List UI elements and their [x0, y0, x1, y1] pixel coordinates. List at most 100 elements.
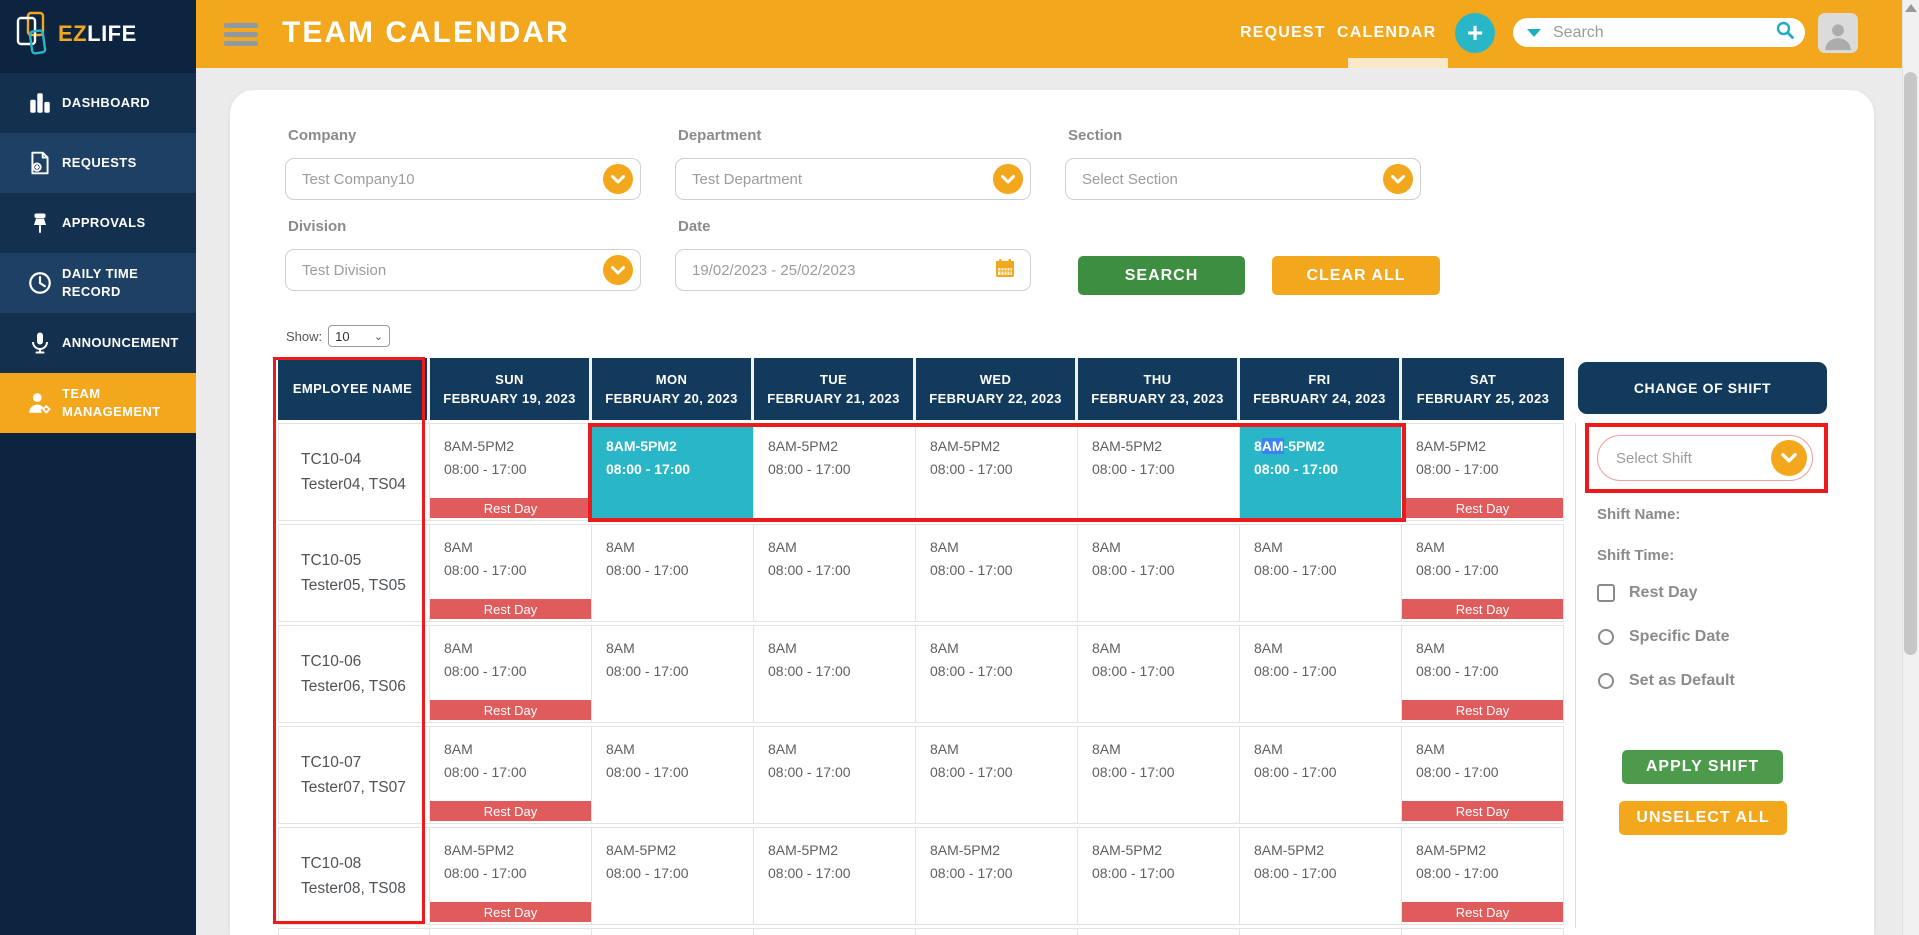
app-logo[interactable]: EZLIFE	[0, 0, 196, 68]
shift-time: 08:00 - 17:00	[444, 865, 527, 881]
sidebar-item-approvals[interactable]: APPROVALS	[0, 193, 196, 253]
shift-cell-thu[interactable]: 8AM 08:00 - 17:00	[1078, 726, 1240, 824]
nav-request[interactable]: REQUEST	[1240, 24, 1326, 41]
section-label: Section	[1068, 127, 1123, 144]
shift-cell-sun[interactable]: 8AM 08:00 - 17:00 Rest Day	[430, 726, 592, 824]
shift-cell-fri[interactable]: 8AM 08:00 - 17:00	[1240, 524, 1402, 622]
section-select[interactable]: Select Section	[1065, 158, 1421, 200]
shift-name: 8AM	[768, 539, 797, 555]
calendar-tab-indicator	[1348, 58, 1448, 68]
shift-name: 8AM	[606, 741, 635, 757]
hamburger-menu-icon[interactable]	[224, 23, 258, 47]
company-label: Company	[288, 127, 357, 144]
clear-all-button[interactable]: CLEAR ALL	[1272, 256, 1440, 295]
nav-calendar[interactable]: CALENDAR	[1337, 24, 1437, 41]
shift-name: 8AM	[444, 539, 473, 555]
apply-shift-button[interactable]: APPLY SHIFT	[1622, 750, 1783, 784]
sidebar-item-team-management[interactable]: TEAM MANAGEMENT	[0, 373, 196, 433]
shift-cell-sat[interactable]: 8AM 08:00 - 17:00 Rest Day	[1402, 726, 1564, 824]
search-icon[interactable]	[1775, 20, 1795, 45]
shift-cell-fri[interactable]: 8AM 08:00 - 17:00	[1240, 726, 1402, 824]
shift-cell-wed[interactable]: 8AM-5PM2 08:00 - 17:00	[916, 423, 1078, 521]
scrollbar-thumb[interactable]	[1904, 72, 1917, 655]
shift-cell-fri[interactable]: 8AM-5PM2 08:00 - 17:00	[1240, 827, 1402, 925]
shift-cell-mon[interactable]: 8AM-5PM2 08:00 - 17:00	[592, 827, 754, 925]
chevron-down-icon	[1771, 440, 1807, 476]
specific-date-option[interactable]: Specific Date	[1598, 628, 1729, 646]
shift-cell-wed[interactable]: 8AM 08:00 - 17:00	[916, 726, 1078, 824]
shift-time: 08:00 - 17:00	[606, 461, 691, 477]
shift-cell-thu[interactable]: 8AM-5PM2 08:00 - 17:00	[1078, 423, 1240, 521]
person-icon	[1825, 24, 1851, 51]
shift-cell-sun[interactable]: 8AM-5PM2 08:00 - 17:00 Rest Day	[430, 827, 592, 925]
shift-cell-tue[interactable]: 8AM 08:00 - 17:00	[754, 524, 916, 622]
shift-time: 08:00 - 17:00	[606, 562, 689, 578]
shift-name: 8AM-5PM2	[930, 438, 1001, 454]
sidebar-item-dashboard[interactable]: DASHBOARD	[0, 73, 196, 133]
day-header-sat: SAT FEBRUARY 25, 2023	[1402, 358, 1564, 420]
scrollbar-up-arrow[interactable]	[1905, 4, 1917, 12]
shift-cell-sat[interactable]: 8AM-5PM2 08:00 - 17:00 Rest Day	[1402, 423, 1564, 521]
employee-name: Tester04, TS04	[301, 475, 406, 493]
shift-time: 08:00 - 17:00	[930, 562, 1013, 578]
chevron-down-icon	[603, 255, 633, 285]
employee-code: TC10-07	[301, 753, 362, 771]
set-default-radio[interactable]	[1598, 673, 1614, 689]
show-page-size-select[interactable]: 10 ⌄	[328, 325, 391, 347]
shift-cell-wed[interactable]: 8AM 08:00 - 17:00	[916, 625, 1078, 723]
search-input[interactable]: Search	[1513, 18, 1805, 47]
shift-time: 08:00 - 17:00	[930, 764, 1013, 780]
search-button[interactable]: SEARCH	[1078, 256, 1245, 295]
shift-cell-wed[interactable]: 8AM-5PM2 08:00 - 17:00	[916, 827, 1078, 925]
shift-cell-thu[interactable]: 8AM 08:00 - 17:00	[1078, 524, 1240, 622]
shift-cell-sun[interactable]: 8AM 08:00 - 17:00 Rest Day	[430, 625, 592, 723]
search-category-caret-icon[interactable]	[1527, 28, 1541, 37]
rest-day-badge: Rest Day	[1402, 801, 1563, 821]
shift-cell-fri[interactable]: 8AM 08:00 - 17:00	[1240, 625, 1402, 723]
shift-cell-sun[interactable]: 8AM-5PM2 08:00 - 17:00 Rest Day	[430, 423, 592, 521]
shift-cell-mon[interactable]: 8AM 08:00 - 17:00	[592, 524, 754, 622]
shift-cell-tue[interactable]: 8AM 08:00 - 17:00	[754, 726, 916, 824]
employee-name: Tester08, TS08	[301, 879, 406, 897]
set-default-option[interactable]: Set as Default	[1598, 672, 1735, 690]
shift-cell-mon[interactable]: 8AM 08:00 - 17:00	[592, 625, 754, 723]
user-avatar[interactable]	[1818, 13, 1858, 53]
shift-cell-fri[interactable]: 8AM-5PM2 08:00 - 17:00	[1240, 423, 1402, 521]
shift-cell-tue[interactable]: 8AM 08:00 - 17:00	[754, 625, 916, 723]
rest-day-checkbox[interactable]	[1597, 584, 1615, 602]
shift-cell-wed[interactable]: 8AM 08:00 - 17:00	[916, 524, 1078, 622]
shift-cell-sat[interactable]: 8AM 08:00 - 17:00 Rest Day	[1402, 524, 1564, 622]
shift-cell-sat[interactable]: 8AM 08:00 - 17:00 Rest Day	[1402, 625, 1564, 723]
shift-cell-thu[interactable]: 8AM 08:00 - 17:00	[1078, 625, 1240, 723]
unselect-all-button[interactable]: UNSELECT ALL	[1619, 801, 1787, 835]
shift-time: 08:00 - 17:00	[444, 461, 527, 477]
shift-cell-tue[interactable]: 8AM-5PM2 08:00 - 17:00	[754, 423, 916, 521]
company-select[interactable]: Test Company10	[285, 158, 641, 200]
specific-date-radio[interactable]	[1598, 629, 1614, 645]
shift-cell-mon[interactable]: 8AM 08:00 - 17:00	[592, 726, 754, 824]
employee-name: Tester05, TS05	[301, 576, 406, 594]
date-range-input[interactable]: 19/02/2023 - 25/02/2023	[675, 249, 1031, 291]
rest-day-option[interactable]: Rest Day	[1597, 584, 1697, 602]
day-header-tue: TUE FEBRUARY 21, 2023	[754, 358, 916, 420]
department-select[interactable]: Test Department	[675, 158, 1031, 200]
shift-cell-mon[interactable]: 8AM-5PM2 08:00 - 17:00	[592, 423, 754, 521]
shift-name: 8AM	[1416, 741, 1445, 757]
shift-name: 8AM	[1416, 539, 1445, 555]
shift-name: 8AM	[768, 741, 797, 757]
shift-name: 8AM	[1092, 741, 1121, 757]
shift-cell-thu[interactable]: 8AM-5PM2 08:00 - 17:00	[1078, 827, 1240, 925]
shift-cell-sat[interactable]: 8AM-5PM2 08:00 - 17:00 Rest Day	[1402, 827, 1564, 925]
sidebar-item-announcement[interactable]: ANNOUNCEMENT	[0, 313, 196, 373]
chevron-down-icon: ⌄	[373, 330, 384, 343]
shift-cell-sun[interactable]: 8AM 08:00 - 17:00 Rest Day	[430, 524, 592, 622]
select-shift-dropdown[interactable]: Select Shift	[1597, 435, 1813, 481]
microphone-icon	[18, 331, 62, 355]
shift-name: 8AM-5PM2	[1254, 438, 1325, 454]
add-button[interactable]: +	[1455, 13, 1495, 53]
shift-cell-tue[interactable]: 8AM-5PM2 08:00 - 17:00	[754, 827, 916, 925]
rest-day-badge: Rest Day	[1402, 902, 1563, 922]
sidebar-item-daily-time-record[interactable]: DAILY TIME RECORD	[0, 253, 196, 313]
division-select[interactable]: Test Division	[285, 249, 641, 291]
sidebar-item-requests[interactable]: REQUESTS	[0, 133, 196, 193]
